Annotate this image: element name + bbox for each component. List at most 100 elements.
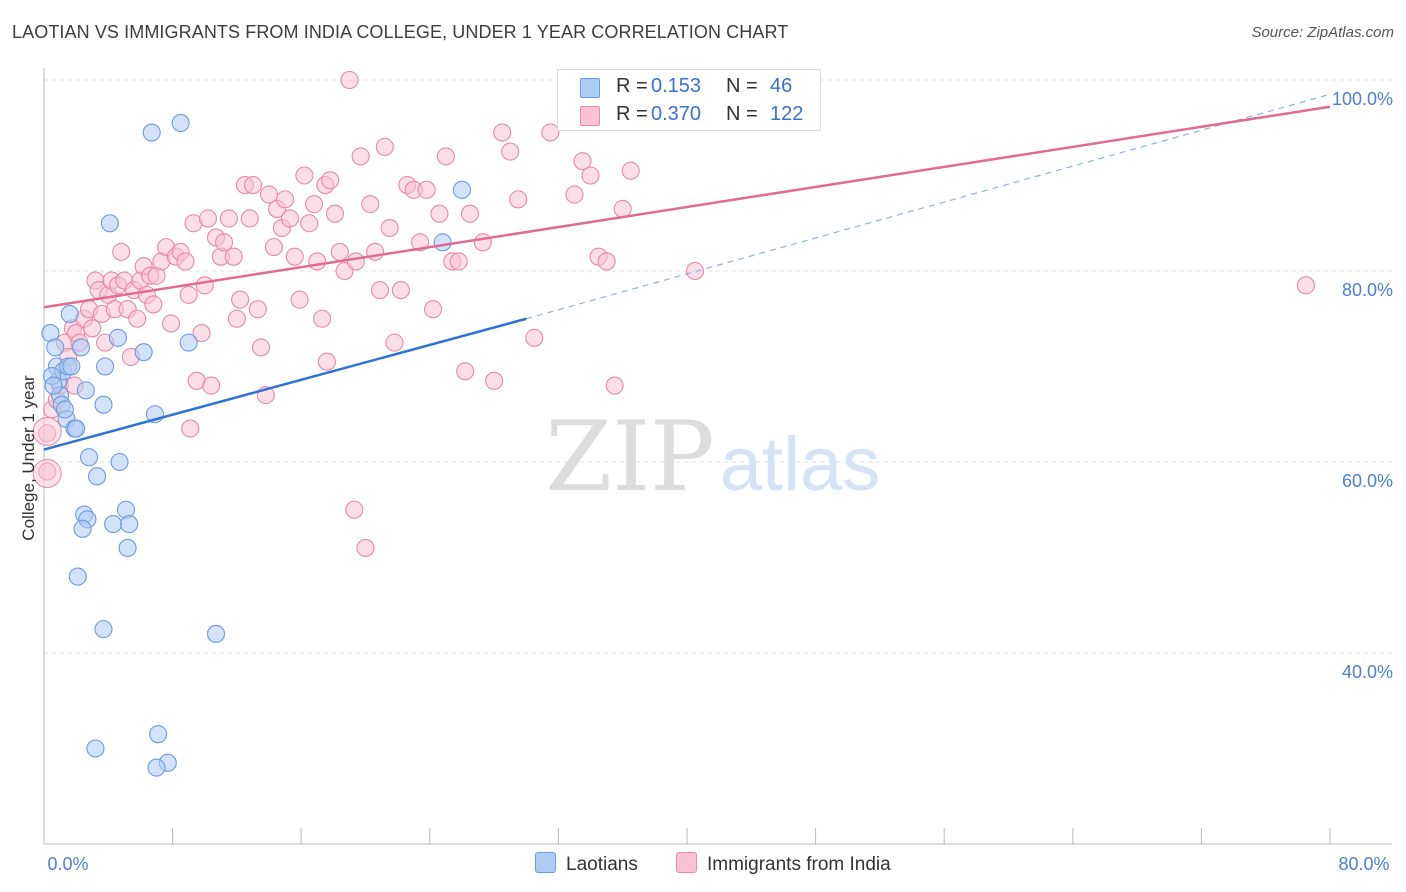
laotians-point	[60, 304, 79, 324]
india-point	[685, 261, 705, 281]
r-label: R =	[616, 75, 648, 97]
india-point	[248, 300, 267, 319]
bottom-legend-india[interactable]: Immigrants from India	[676, 852, 891, 876]
watermark-zip: ZIP	[545, 401, 714, 513]
legend-row-india: R = 0.370 N = 122	[558, 101, 820, 129]
bottom-legend-laotians[interactable]: Laotians	[535, 852, 638, 876]
india-point	[227, 309, 246, 328]
legend-row-laotians: R = 0.153 N = 46	[558, 73, 820, 101]
r-value: 0.370	[651, 103, 702, 125]
n-value: 46	[770, 75, 793, 97]
india-point	[321, 171, 340, 190]
india-point	[346, 252, 365, 271]
laotians-point	[433, 233, 452, 252]
india-point	[195, 276, 214, 295]
india-point	[198, 209, 218, 228]
india-point	[370, 281, 390, 300]
trend-lines	[43, 93, 1331, 451]
y-tick-label: 40.0%	[1342, 662, 1393, 682]
n-label: N =	[726, 75, 758, 97]
india-point	[290, 290, 309, 309]
india-point	[308, 252, 327, 271]
r-label: R =	[616, 103, 648, 125]
india-point	[305, 195, 324, 214]
india-point	[581, 166, 600, 185]
source-label: Source: ZipAtlas.com	[1251, 24, 1394, 41]
laotians-point	[206, 624, 226, 643]
laotians-point	[67, 419, 86, 438]
india-point	[144, 295, 163, 314]
laotians-point	[142, 123, 161, 142]
india-point	[317, 352, 336, 371]
india-point	[621, 161, 640, 180]
india-point	[295, 166, 314, 185]
legend-label-india: Immigrants from India	[707, 854, 891, 875]
india-point	[460, 204, 480, 223]
n-value: 122	[770, 103, 804, 125]
axes	[43, 68, 1392, 845]
india-point	[485, 371, 504, 390]
india-point	[202, 376, 221, 395]
india-point	[605, 376, 624, 395]
india-point	[1296, 276, 1315, 295]
laotians-point	[71, 338, 91, 357]
india-point	[231, 290, 250, 309]
india-point	[423, 300, 443, 319]
laotians-point	[118, 538, 137, 558]
india-point	[385, 333, 404, 352]
india-point	[243, 176, 263, 195]
india-point	[361, 195, 380, 214]
india-point	[300, 214, 319, 233]
laotians-point	[44, 376, 63, 395]
laotians-point	[108, 328, 127, 347]
india-point	[391, 281, 410, 300]
india-point	[330, 242, 349, 261]
laotians-point	[452, 180, 472, 199]
watermark-atlas: atlas	[720, 422, 881, 507]
legend-swatch-india	[580, 106, 600, 126]
laotians-point	[68, 567, 87, 586]
laotians-point	[46, 338, 65, 357]
x-tick-label: 0.0%	[47, 854, 88, 874]
india-point	[181, 419, 200, 438]
india-trend-line	[43, 105, 1331, 309]
laotians-point	[149, 725, 168, 744]
india-point	[430, 204, 449, 223]
india-point	[325, 204, 345, 223]
india-point	[340, 70, 359, 90]
data-points	[32, 70, 1315, 777]
laotians-point	[86, 739, 105, 758]
india-point	[280, 209, 299, 228]
india-point	[417, 180, 436, 199]
india-point	[565, 185, 584, 204]
laotians-point	[179, 333, 198, 352]
india-point	[411, 233, 430, 252]
india-point	[541, 123, 560, 142]
india-point	[32, 458, 62, 488]
watermark: ZIP atlas	[545, 401, 880, 513]
india-point	[366, 242, 385, 261]
laotians-point	[76, 381, 95, 400]
laotians-point	[100, 214, 119, 233]
india-point	[501, 142, 520, 161]
india-point	[351, 147, 370, 166]
india-point	[83, 319, 102, 338]
laotians-point	[62, 357, 81, 376]
y-tick-label: 80.0%	[1342, 280, 1393, 300]
x-tick-label: 80.0%	[1338, 854, 1389, 874]
india-point	[161, 314, 181, 333]
laotians-point	[79, 448, 99, 467]
india-point	[473, 233, 492, 252]
legend-label-laotians: Laotians	[566, 854, 638, 875]
india-point	[224, 247, 243, 266]
india-point	[573, 152, 592, 171]
india-point	[32, 416, 62, 446]
y-axis-label: College, Under 1 year	[19, 375, 38, 541]
india-point	[112, 242, 131, 261]
legend-swatch-laotians	[535, 852, 556, 873]
laotians-point	[147, 758, 166, 777]
india-point	[509, 190, 528, 209]
y-tick-label: 60.0%	[1342, 471, 1393, 491]
laotians-point	[73, 519, 92, 538]
india-point	[285, 247, 304, 266]
